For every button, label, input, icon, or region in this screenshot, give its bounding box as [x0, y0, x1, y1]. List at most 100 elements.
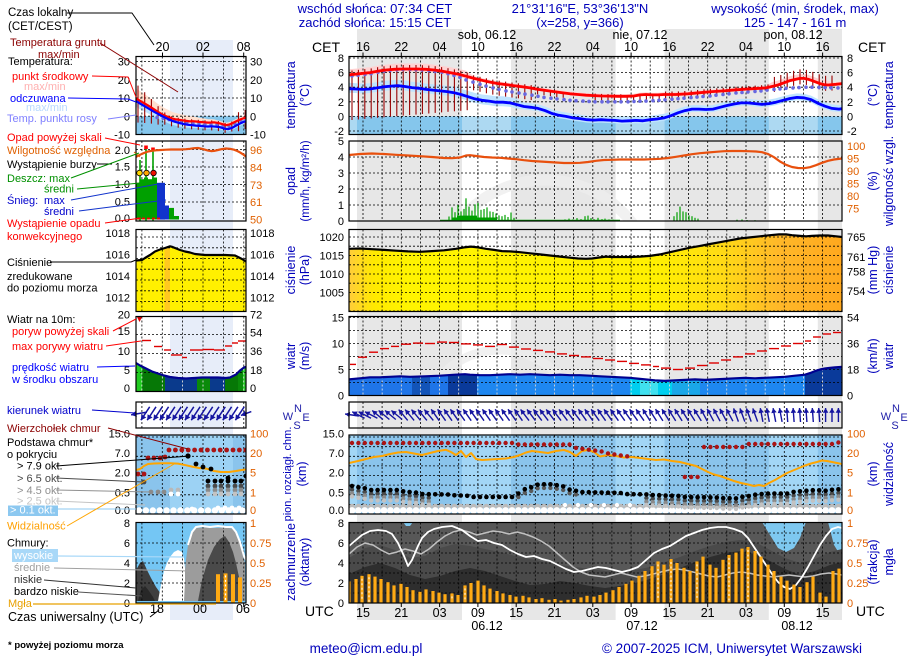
svg-text:21: 21	[394, 606, 408, 620]
svg-text:wiatr: wiatr	[882, 343, 896, 370]
svg-text:22: 22	[701, 40, 715, 54]
svg-text:(°C): (°C)	[298, 84, 312, 106]
svg-text:4: 4	[124, 558, 130, 570]
svg-text:03: 03	[433, 606, 447, 620]
svg-text:73: 73	[250, 180, 262, 192]
svg-text:36: 36	[250, 346, 262, 358]
svg-text:Ciśnienie: Ciśnienie	[7, 257, 52, 269]
svg-text:o pokryciu: o pokryciu	[7, 449, 57, 461]
svg-text:opad: opad	[284, 167, 298, 195]
svg-text:3: 3	[338, 168, 344, 180]
svg-text:09: 09	[471, 606, 485, 620]
svg-text:(km): (km)	[866, 462, 880, 487]
svg-text:W: W	[881, 411, 892, 423]
svg-text:wiatr: wiatr	[284, 343, 298, 370]
svg-text:Wierzchołek chmur: Wierzchołek chmur	[7, 423, 101, 435]
svg-text:0: 0	[250, 111, 256, 123]
svg-text:1012: 1012	[106, 293, 130, 305]
svg-text:10: 10	[118, 346, 130, 358]
svg-text:1018: 1018	[106, 228, 130, 240]
svg-text:pon, 08.12: pon, 08.12	[763, 28, 822, 42]
svg-text:konwekcyjnego: konwekcyjnego	[7, 231, 82, 243]
svg-text:21: 21	[548, 606, 562, 620]
svg-text:761: 761	[847, 252, 865, 264]
svg-text:15.0: 15.0	[109, 429, 130, 441]
svg-text:15.0: 15.0	[323, 429, 344, 441]
svg-text:50: 50	[250, 215, 262, 227]
svg-text:średni: średni	[44, 206, 74, 218]
svg-text:niskie: niskie	[14, 574, 42, 586]
svg-text:1020: 1020	[320, 232, 344, 244]
svg-text:4: 4	[338, 152, 344, 164]
svg-text:S: S	[293, 420, 300, 432]
svg-text:96: 96	[250, 145, 262, 157]
svg-text:4: 4	[338, 82, 344, 94]
svg-text:4: 4	[847, 82, 853, 94]
svg-text:punkt środkowy: punkt środkowy	[12, 71, 89, 83]
svg-text:(km): (km)	[295, 462, 309, 487]
svg-text:85: 85	[847, 179, 859, 191]
svg-text:90: 90	[847, 166, 859, 178]
svg-text:średni: średni	[44, 184, 74, 196]
svg-text:wilgotność wzgl.: wilgotność wzgl.	[882, 136, 896, 227]
svg-text:1: 1	[338, 200, 344, 212]
svg-text:0.75: 0.75	[847, 538, 868, 550]
svg-text:0: 0	[338, 111, 344, 123]
svg-text:ciśnienie: ciśnienie	[284, 246, 298, 295]
svg-text:0.5: 0.5	[250, 558, 265, 570]
svg-text:100: 100	[847, 141, 865, 153]
svg-text:95: 95	[847, 154, 859, 166]
svg-text:10: 10	[471, 40, 485, 54]
svg-text:72: 72	[250, 310, 262, 322]
svg-text:Mgła: Mgła	[8, 598, 33, 610]
svg-text:0: 0	[338, 391, 344, 403]
svg-text:0.5: 0.5	[329, 487, 344, 499]
svg-text:Wystąpienie opadu: Wystąpienie opadu	[7, 218, 100, 230]
svg-text:08: 08	[237, 40, 251, 54]
svg-text:2: 2	[124, 578, 130, 590]
svg-text:-2: -2	[847, 126, 857, 138]
svg-text:meteo@icm.edu.pl: meteo@icm.edu.pl	[310, 641, 423, 656]
svg-text:(x=258, y=366): (x=258, y=366)	[536, 15, 623, 30]
svg-text:5: 5	[124, 365, 130, 377]
svg-text:15: 15	[816, 606, 830, 620]
svg-text:10: 10	[624, 40, 638, 54]
svg-text:22: 22	[548, 40, 562, 54]
svg-text:36: 36	[847, 339, 859, 351]
svg-text:100: 100	[250, 429, 268, 441]
svg-text:> 0.1 okt.: > 0.1 okt.	[10, 505, 56, 517]
svg-text:1015: 1015	[320, 251, 344, 263]
svg-text:2: 2	[338, 184, 344, 196]
svg-text:© 2007-2025 ICM, Uniwersytet W: © 2007-2025 ICM, Uniwersytet Warszawski	[602, 641, 862, 656]
svg-text:wschód słońca: 07:34 CET: wschód słońca: 07:34 CET	[297, 1, 453, 16]
svg-text:widzialność: widzialność	[882, 442, 896, 507]
svg-text:0.25: 0.25	[250, 578, 271, 590]
svg-text:09: 09	[624, 606, 638, 620]
svg-text:7.0: 7.0	[329, 448, 344, 460]
svg-text:* powyżej poziomu morza: * powyżej poziomu morza	[8, 640, 124, 651]
svg-text:bardzo niskie: bardzo niskie	[14, 586, 79, 598]
svg-text:2: 2	[338, 97, 344, 109]
svg-text:2: 2	[338, 578, 344, 590]
svg-text:Wiatr na 10m:: Wiatr na 10m:	[7, 314, 75, 326]
svg-text:prędkość wiatru: prędkość wiatru	[12, 362, 89, 374]
svg-text:zachmurzenie: zachmurzenie	[284, 523, 298, 601]
svg-text:Temperatura:: Temperatura:	[8, 56, 73, 68]
svg-text:średnie: średnie	[14, 562, 50, 574]
svg-text:2: 2	[847, 97, 853, 109]
svg-text:0.5: 0.5	[847, 558, 862, 570]
svg-text:(CET/CEST): (CET/CEST)	[8, 21, 73, 33]
svg-text:0: 0	[250, 598, 256, 610]
svg-text:1012: 1012	[250, 293, 274, 305]
svg-text:16: 16	[509, 40, 523, 54]
svg-text:4: 4	[338, 558, 344, 570]
svg-text:07.12: 07.12	[626, 619, 657, 633]
svg-text:18: 18	[847, 365, 859, 377]
svg-text:0.0: 0.0	[115, 213, 130, 225]
svg-text:20: 20	[847, 448, 859, 460]
svg-text:754: 754	[847, 286, 865, 298]
svg-text:Temp. punktu rosy: Temp. punktu rosy	[7, 113, 97, 125]
svg-text:54: 54	[250, 328, 262, 340]
svg-text:1005: 1005	[320, 288, 344, 300]
svg-text:N: N	[294, 403, 302, 415]
